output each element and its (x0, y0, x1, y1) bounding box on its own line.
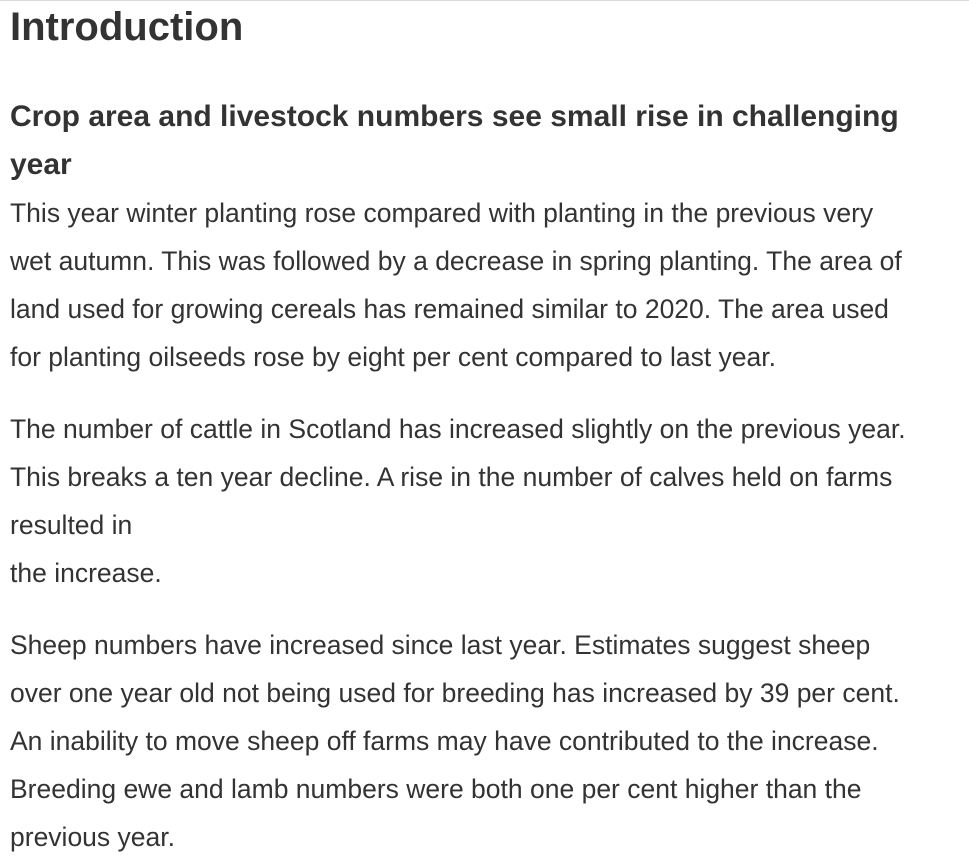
paragraph-crops: This year winter planting rose compared … (10, 189, 965, 381)
top-divider (0, 0, 969, 1)
section-heading: Crop area and livestock numbers see smal… (10, 93, 965, 189)
text-line: the increase. (10, 558, 162, 588)
section-heading-line: year (10, 148, 72, 181)
text-line: An inability to move sheep off farms may… (10, 726, 879, 756)
text-line: over one year old not being used for bre… (10, 678, 900, 708)
text-line: resulted in (10, 510, 133, 540)
section-heading-line: Crop area and livestock numbers see smal… (10, 100, 899, 133)
article-content: Introduction Crop area and livestock num… (10, 0, 965, 861)
text-line: land used for growing cereals has remain… (10, 294, 889, 324)
text-line: for planting oilseeds rose by eight per … (10, 342, 776, 372)
text-line: The number of cattle in Scotland has inc… (10, 414, 906, 444)
text-line: previous year. (10, 822, 175, 852)
text-line: Breeding ewe and lamb numbers were both … (10, 774, 862, 804)
text-line: This breaks a ten year decline. A rise i… (10, 462, 893, 492)
paragraph-sheep: Sheep numbers have increased since last … (10, 621, 965, 861)
paragraph-cattle: The number of cattle in Scotland has inc… (10, 405, 965, 597)
page-title: Introduction (10, 5, 244, 49)
text-line: wet autumn. This was followed by a decre… (10, 246, 902, 276)
text-line: Sheep numbers have increased since last … (10, 630, 871, 660)
text-line: This year winter planting rose compared … (10, 198, 874, 228)
